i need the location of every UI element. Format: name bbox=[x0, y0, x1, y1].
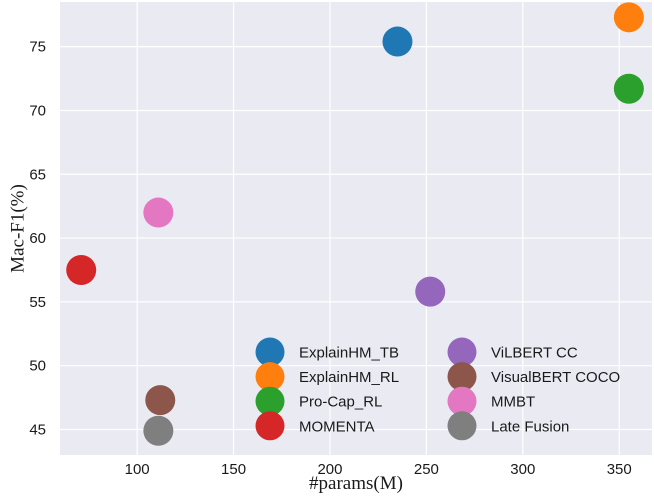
axis-ticks: 100 150 200 250 300 350 45 50 55 60 65 70 75 bbox=[29, 39, 631, 478]
y-axis-title: Mac-F1(%) bbox=[8, 184, 29, 273]
x-tick-label: 150 bbox=[221, 461, 246, 478]
legend-marker bbox=[255, 411, 285, 441]
legend-label: ExplainHM_RL bbox=[299, 369, 399, 386]
legend-marker bbox=[447, 411, 477, 441]
legend-label: MOMENTA bbox=[299, 418, 375, 435]
x-tick-label: 100 bbox=[125, 461, 150, 478]
data-point bbox=[66, 254, 97, 285]
legend-marker bbox=[255, 386, 285, 416]
plot-area bbox=[60, 2, 652, 455]
legend-marker bbox=[447, 337, 477, 367]
data-point bbox=[143, 197, 174, 228]
y-tick-label: 75 bbox=[29, 39, 46, 56]
x-tick-label: 200 bbox=[317, 461, 342, 478]
legend-label: MMBT bbox=[491, 394, 535, 411]
legend-label: ViLBERT CC bbox=[491, 345, 578, 362]
data-point bbox=[382, 26, 413, 57]
y-tick-label: 60 bbox=[29, 230, 46, 247]
y-tick-label: 70 bbox=[29, 102, 46, 119]
legend-label: Late Fusion bbox=[491, 418, 569, 435]
x-tick-label: 250 bbox=[414, 461, 439, 478]
legend-label: Pro-Cap_RL bbox=[299, 394, 382, 411]
data-point bbox=[415, 276, 446, 307]
legend-marker bbox=[447, 362, 477, 392]
x-tick-label: 300 bbox=[510, 461, 535, 478]
data-point bbox=[613, 73, 644, 104]
data-point bbox=[613, 2, 644, 33]
legend: ExplainHM_TB ExplainHM_RL Pro-Cap_RL MOMENT… bbox=[255, 337, 620, 441]
legend-label: VisualBERT COCO bbox=[491, 369, 620, 386]
y-tick-label: 45 bbox=[29, 421, 46, 438]
y-tick-label: 55 bbox=[29, 294, 46, 311]
x-axis-title: #params(M) bbox=[309, 473, 403, 494]
data-point bbox=[145, 385, 176, 416]
legend-marker bbox=[255, 337, 285, 367]
y-tick-label: 50 bbox=[29, 358, 46, 375]
legend-marker bbox=[255, 362, 285, 392]
legend-marker bbox=[447, 386, 477, 416]
legend-label: ExplainHM_TB bbox=[299, 345, 399, 362]
x-tick-label: 350 bbox=[607, 461, 632, 478]
y-tick-label: 65 bbox=[29, 166, 46, 183]
data-point bbox=[143, 415, 174, 446]
data-points bbox=[66, 2, 644, 446]
